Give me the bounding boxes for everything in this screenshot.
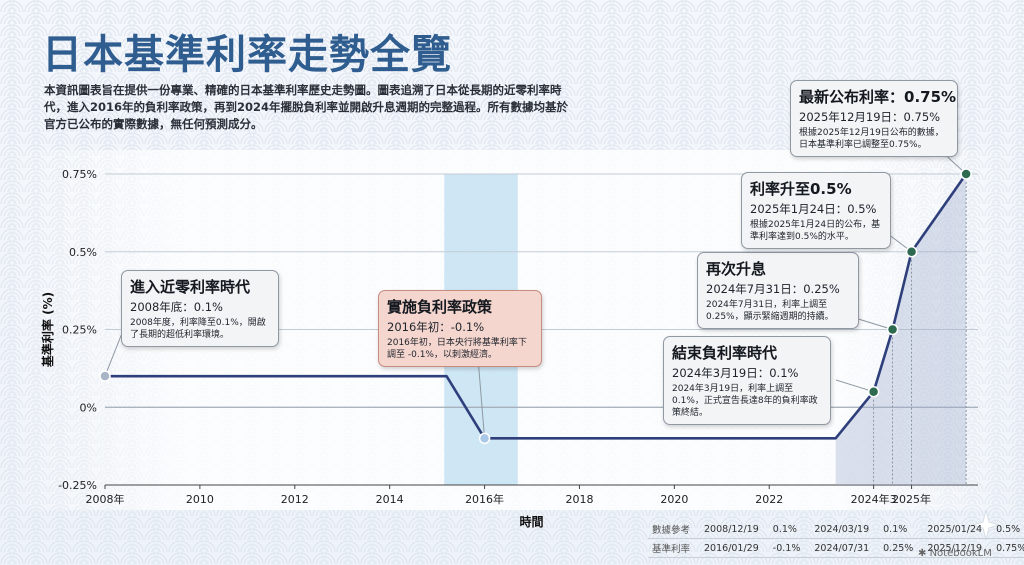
x-axis-title: 時間 — [519, 514, 543, 529]
callout-title: 結束負利率時代 — [672, 344, 778, 362]
rate-series-line — [105, 173, 968, 440]
table-cell: 2016/01/29 — [697, 538, 766, 558]
callout-rate-half: 利率升至0.5% 2025年1月24日：0.5% 根據2025年1月24日的公布… — [741, 172, 891, 249]
table-row: 基準利率 2016/01/29 -0.1% 2024/07/31 0.25% 2… — [648, 538, 1024, 558]
y-tick-label: -0.25% — [58, 479, 97, 492]
data-point-marker — [867, 385, 880, 398]
x-tick-label: 2025年 — [892, 492, 931, 506]
callout-zero-rate: 進入近零利率時代 2008年底：0.1% 2008年度，利率降至0.1%，開啟了… — [121, 270, 279, 347]
table-cell: 0.1% — [765, 520, 808, 539]
watermark-text: NotebookLM — [929, 548, 992, 559]
y-tick-label: 0.75% — [62, 168, 97, 181]
callout-description: 根據2025年1月24日的公布，基準利率達到0.5%的水平。 — [750, 220, 881, 242]
callout-description: 2008年度，利率降至0.1%，開啟了長期的超低利率環境。 — [130, 318, 266, 340]
callout-subtitle: 2024年7月31日：0.25% — [706, 282, 840, 296]
y-tick-label: 0.5% — [69, 246, 97, 259]
table-cell: 0.5% — [989, 520, 1024, 539]
callout-description: 2024年3月19日，利率上調至0.1%，正式宣告長達8年的負利率政策終結。 — [672, 384, 818, 418]
x-tick-label: 2008年 — [86, 492, 125, 506]
callout-pointer — [835, 379, 874, 393]
table-cell: 2024/07/31 — [807, 538, 877, 558]
table-cell: 基準利率 — [648, 538, 698, 558]
table-cell: 2025/01/24 — [920, 520, 990, 539]
callout-title: 進入近零利率時代 — [130, 278, 251, 296]
callout-title: 實施負利率政策 — [387, 298, 493, 316]
x-tick-label: 2016年 — [465, 492, 504, 506]
callout-subtitle: 2008年底：0.1% — [130, 300, 223, 314]
y-axis-title: 基準利率 (%) — [40, 292, 55, 368]
table-cell: 0.1% — [876, 520, 921, 539]
table-cell: 0.75% — [989, 538, 1024, 558]
callout-subtitle: 2025年1月24日：0.5% — [750, 202, 877, 216]
table-row: 數據參考 2008/12/19 0.1% 2024/03/19 0.1% 202… — [648, 520, 1024, 539]
x-tick-label: 2010 — [186, 493, 214, 506]
x-tick-label: 2014 — [376, 493, 404, 506]
y-tick-label: 0.25% — [62, 324, 97, 337]
table-cell: 2024/03/19 — [807, 520, 877, 539]
callout-subtitle: 2016年初：-0.1% — [387, 320, 485, 334]
callout-description: 2024年7月31日，利率上調至0.25%，顯示緊縮週期的持續。 — [706, 300, 834, 322]
data-point-marker — [99, 370, 111, 382]
page-title: 日本基準利率走勢全覽 — [42, 32, 452, 78]
callout-latest-rate: 最新公布利率：0.75% 2025年12月19日：0.75% 根據2025年12… — [790, 80, 958, 157]
callout-title: 利率升至0.5% — [750, 180, 852, 198]
data-point-marker — [905, 246, 918, 258]
data-point-marker — [960, 168, 972, 180]
notebooklm-icon: ✱ — [918, 548, 927, 559]
callout-title: 最新公布利率：0.75% — [799, 88, 957, 106]
table-cell: 0.25% — [876, 538, 921, 558]
reference-data-table: 數據參考 2008/12/19 0.1% 2024/03/19 0.1% 202… — [648, 520, 1024, 558]
table-cell: 數據參考 — [648, 520, 698, 539]
x-tick-label: 2024年3 — [851, 492, 897, 506]
callout-end-negative: 結束負利率時代 2024年3月19日：0.1% 2024年3月19日，利率上調至… — [663, 336, 831, 425]
notebooklm-watermark: ✱ NotebookLM — [918, 548, 992, 559]
table-cell: -0.1% — [765, 538, 808, 558]
table-cell: 2008/12/19 — [697, 520, 766, 539]
table-cell: 2025/12/19 — [920, 538, 990, 558]
callout-rate-hike: 再次升息 2024年7月31日：0.25% 2024年7月31日，利率上調至0.… — [697, 252, 859, 329]
callout-subtitle: 2024年3月19日：0.1% — [672, 366, 799, 380]
callout-subtitle: 2025年12月19日：0.75% — [799, 110, 941, 124]
page-description: 本資訊圖表旨在提供一份專業、精確的日本基準利率歷史走勢圖。圖表追溯了日本從長期的… — [44, 83, 569, 131]
callout-description: 2016年初，日本央行將基準利率下調至 -0.1%，以刺激經濟。 — [387, 338, 527, 360]
callout-pointer — [854, 317, 893, 330]
hike-area-fill — [835, 174, 967, 485]
x-tick-label: 2012 — [281, 493, 309, 506]
callout-description: 根據2025年12月19日公布的數據，日本基準利率已調整至0.75%。 — [799, 128, 944, 150]
callout-pointer — [477, 357, 486, 439]
callout-negative-rate: 實施負利率政策 2016年初：-0.1% 2016年初，日本央行將基準利率下調至… — [378, 290, 542, 367]
x-tick-label: 2020 — [660, 493, 688, 506]
y-tick-label: 0% — [80, 401, 97, 414]
x-tick-label: 2018 — [565, 493, 593, 506]
callout-title: 再次升息 — [706, 260, 767, 278]
data-point-marker — [478, 432, 491, 445]
x-tick-label: 2022 — [755, 493, 783, 506]
data-point-marker — [886, 323, 899, 336]
